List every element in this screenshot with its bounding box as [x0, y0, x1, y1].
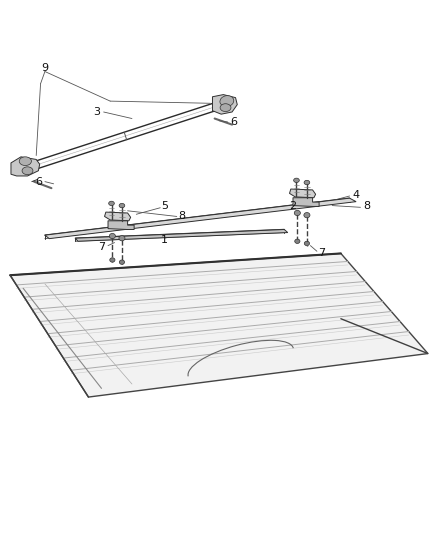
- Text: 7: 7: [318, 248, 325, 259]
- Text: 5: 5: [161, 200, 168, 211]
- Ellipse shape: [22, 167, 33, 175]
- Text: 8: 8: [178, 212, 186, 221]
- Ellipse shape: [220, 95, 234, 107]
- Polygon shape: [105, 212, 131, 221]
- Ellipse shape: [295, 239, 300, 244]
- Polygon shape: [11, 157, 40, 176]
- Polygon shape: [75, 230, 288, 241]
- Polygon shape: [290, 189, 316, 198]
- Ellipse shape: [119, 260, 124, 264]
- Polygon shape: [45, 198, 356, 239]
- Text: 6: 6: [35, 176, 42, 187]
- Ellipse shape: [110, 258, 115, 262]
- Ellipse shape: [119, 236, 125, 241]
- Polygon shape: [293, 198, 319, 206]
- Ellipse shape: [304, 241, 310, 246]
- Ellipse shape: [220, 104, 231, 111]
- Polygon shape: [10, 254, 428, 397]
- Text: 2: 2: [290, 200, 297, 211]
- Ellipse shape: [19, 157, 32, 166]
- Text: 9: 9: [41, 63, 49, 74]
- Text: 3: 3: [94, 107, 101, 117]
- Polygon shape: [108, 221, 134, 230]
- Ellipse shape: [304, 180, 310, 184]
- Text: 4: 4: [353, 190, 360, 200]
- Ellipse shape: [119, 204, 125, 208]
- Text: 6: 6: [231, 117, 238, 127]
- Ellipse shape: [294, 211, 300, 215]
- Text: 1: 1: [161, 236, 168, 245]
- Text: 7: 7: [98, 242, 105, 252]
- Ellipse shape: [304, 213, 310, 218]
- Text: 8: 8: [364, 201, 371, 212]
- Polygon shape: [212, 94, 237, 114]
- Ellipse shape: [293, 178, 299, 182]
- Ellipse shape: [109, 201, 114, 206]
- Ellipse shape: [110, 233, 116, 239]
